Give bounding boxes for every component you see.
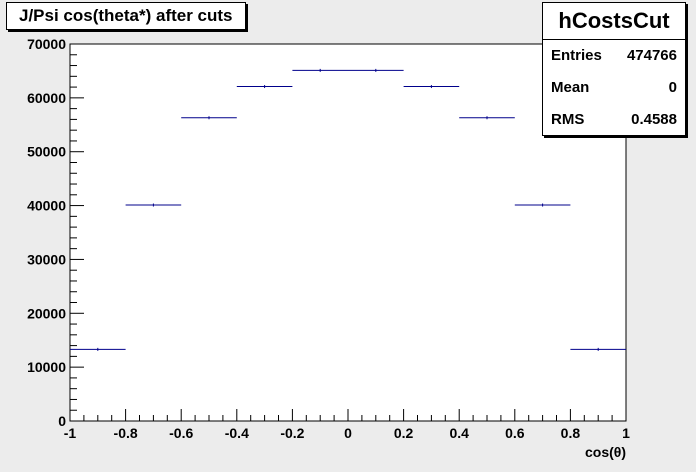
x-tick-label: 1 bbox=[622, 425, 630, 441]
x-tick-label: -1 bbox=[64, 425, 77, 441]
y-tick-label: 40000 bbox=[27, 198, 66, 214]
x-tick-label: 0.2 bbox=[394, 425, 414, 441]
y-tick-label: 70000 bbox=[27, 36, 66, 52]
plot-frame bbox=[69, 43, 627, 422]
x-tick-label: 0 bbox=[344, 425, 352, 441]
x-tick-label: -0.6 bbox=[169, 425, 193, 441]
axes: 0 10000 20000 30000 40000 50000 60000 70000 -1 -0… bbox=[27, 36, 630, 441]
entries-label: Entries bbox=[551, 47, 602, 64]
y-tick-label: 10000 bbox=[27, 359, 66, 375]
x-tick-label: 0.6 bbox=[505, 425, 525, 441]
histogram-bins bbox=[70, 68, 626, 351]
rms-label: RMS bbox=[551, 111, 585, 128]
rms-value: 0.4588 bbox=[631, 111, 677, 128]
x-tick-label: -0.4 bbox=[225, 425, 249, 441]
stats-row-rms: RMS 0.4588 bbox=[543, 104, 685, 136]
mean-label: Mean bbox=[551, 79, 590, 96]
x-tick-label: 0.4 bbox=[449, 425, 469, 441]
chart-title: J/Psi cos(theta*) after cuts bbox=[6, 2, 246, 30]
x-tick-label: 0.8 bbox=[561, 425, 581, 441]
y-tick-label: 30000 bbox=[27, 251, 66, 267]
y-tick-label: 0 bbox=[58, 413, 66, 429]
entries-value: 474766 bbox=[626, 47, 677, 64]
stats-row-entries: Entries 474766 bbox=[543, 40, 685, 72]
y-tick-label: 20000 bbox=[27, 305, 66, 321]
histogram-name: hCostsCut bbox=[543, 3, 685, 40]
mean-value: 0 bbox=[668, 79, 677, 96]
x-tick-label: -0.2 bbox=[280, 425, 304, 441]
x-tick-label: -0.8 bbox=[114, 425, 138, 441]
stats-box: hCostsCut Entries 474766 Mean 0 RMS 0.45… bbox=[542, 2, 686, 136]
y-tick-label: 50000 bbox=[27, 144, 66, 160]
x-axis-title: cos(θ) bbox=[585, 444, 626, 460]
y-tick-label: 60000 bbox=[27, 90, 66, 106]
stats-row-mean: Mean 0 bbox=[543, 72, 685, 104]
